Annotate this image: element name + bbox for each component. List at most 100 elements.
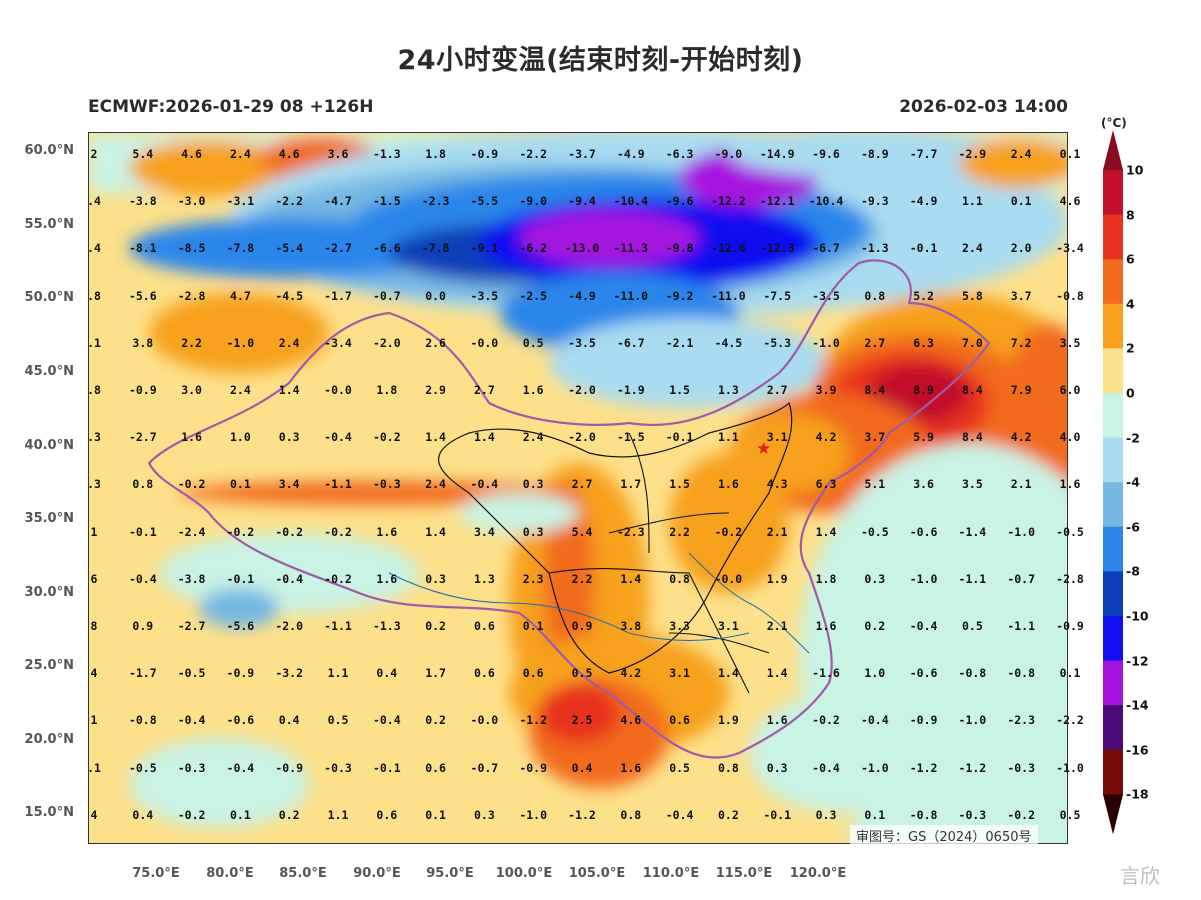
grid-value: 1 xyxy=(90,524,98,539)
grid-value: 2.1 xyxy=(766,524,788,539)
border-lines xyxy=(147,259,991,759)
grid-value: .8 xyxy=(87,288,101,303)
grid-value: 6.0 xyxy=(1059,383,1081,397)
grid-value: -4.5 xyxy=(275,288,304,303)
grid-value: -1.0 xyxy=(860,760,889,775)
grid-value: -0.8 xyxy=(958,666,987,681)
lat-label-25: 25.0°N xyxy=(24,658,74,673)
grid-value: -0.6 xyxy=(909,524,938,539)
grid-value: -3.4 xyxy=(1056,241,1084,256)
grid-value: -0.8 xyxy=(128,713,157,728)
grid-value: -1.5 xyxy=(372,194,401,209)
grid-value: -4.9 xyxy=(616,147,645,161)
grid-value: 2.7 xyxy=(864,335,886,350)
colorbar-segment xyxy=(1103,437,1123,483)
grid-value: 7.2 xyxy=(1010,335,1032,350)
grid-value: -7.8 xyxy=(226,241,255,256)
grid-value: -12.3 xyxy=(759,241,795,256)
colorbar-level-label: 2 xyxy=(1126,340,1135,356)
grid-value: -4.9 xyxy=(909,194,938,209)
grid-value: 3.8 xyxy=(132,335,154,350)
grid-value: 1.1 xyxy=(327,666,349,681)
grid-value: 3.3 xyxy=(669,619,690,633)
grid-value: -0.5 xyxy=(177,666,206,681)
lat-label-55: 55.0°N xyxy=(24,217,74,232)
grid-value: 2.0 xyxy=(1010,241,1032,256)
grid-value: 1.6 xyxy=(376,524,398,539)
grid-value: -8.5 xyxy=(177,241,206,256)
grid-value: -9.8 xyxy=(665,241,694,256)
grid-value: -0.8 xyxy=(909,807,938,822)
grid-value: -2.3 xyxy=(616,524,645,539)
colorbar-level-label: -10 xyxy=(1126,608,1149,624)
grid-value: 3.7 xyxy=(1010,288,1032,303)
grid-value: 0.1 xyxy=(1059,666,1081,681)
grid-value: 1.1 xyxy=(962,194,983,209)
grid-value: 6.3 xyxy=(913,335,934,350)
grid-value: -1.2 xyxy=(958,760,987,775)
colorbar-level-label: 6 xyxy=(1126,251,1135,267)
grid-value: -2.0 xyxy=(275,619,304,633)
colorbar-level-label: -14 xyxy=(1126,697,1149,713)
grid-value: -2.0 xyxy=(568,430,596,445)
grid-value: 2.9 xyxy=(425,383,446,397)
colorbar-level-label: -6 xyxy=(1126,519,1140,535)
grid-value: 1.7 xyxy=(425,666,446,681)
grid-value: -0.0 xyxy=(714,571,743,586)
grid-value: .8 xyxy=(87,383,101,397)
grid-value: 1.4 xyxy=(620,571,642,586)
grid-value: -2.7 xyxy=(324,241,352,256)
grid-value: -0.7 xyxy=(470,760,499,775)
grid-value: 2.7 xyxy=(571,477,593,492)
colorbar-min-arrow xyxy=(1103,794,1123,835)
grid-value: 3.1 xyxy=(766,430,788,445)
grid-value: 2.4 xyxy=(230,147,251,161)
grid-value: -1.1 xyxy=(1007,619,1036,633)
grid-value: 4.3 xyxy=(766,477,788,492)
grid-value: -5.5 xyxy=(470,194,499,209)
grid-value: -9.6 xyxy=(812,147,840,161)
colorbar-level-label: 10 xyxy=(1126,162,1144,178)
grid-value: -1.4 xyxy=(958,524,987,539)
grid-value: 0.2 xyxy=(864,619,886,633)
grid-value: 3.4 xyxy=(474,524,495,539)
grid-value: -3.8 xyxy=(128,194,157,209)
grid-value: 1.9 xyxy=(718,713,739,728)
grid-value: 1.0 xyxy=(864,666,886,681)
grid-value: 1.4 xyxy=(474,430,495,445)
grid-value: -0.4 xyxy=(275,571,304,586)
grid-value: -2.3 xyxy=(1007,713,1036,728)
grid-value: 2.2 xyxy=(571,571,593,586)
grid-value: -1.6 xyxy=(812,666,840,681)
grid-value: -1.1 xyxy=(324,477,352,492)
grid-value: 0.0 xyxy=(425,288,446,303)
lon-label-110: 110.0°E xyxy=(642,866,700,881)
lat-label-35: 35.0°N xyxy=(24,511,74,526)
grid-value: -2.0 xyxy=(568,383,596,397)
grid-value: -0.1 xyxy=(763,807,792,822)
grid-value: 6 xyxy=(90,571,98,586)
grid-value: 2.4 xyxy=(1010,147,1032,161)
colorbar-segment xyxy=(1103,259,1123,305)
grid-value: -2.7 xyxy=(177,619,206,633)
grid-value: 0.4 xyxy=(132,807,154,822)
grid-value: 3.1 xyxy=(718,619,739,633)
grid-value: 0.6 xyxy=(474,666,495,681)
grid-value: 1.8 xyxy=(425,147,446,161)
grid-value: 2.1 xyxy=(1010,477,1032,492)
grid-value: -0.0 xyxy=(470,335,499,350)
grid-value: -1.1 xyxy=(958,571,987,586)
lat-label-60: 60.0°N xyxy=(24,143,74,158)
grid-value: 0.1 xyxy=(425,807,446,822)
grid-value: 2.4 xyxy=(278,335,300,350)
watermark-text: 言欣 xyxy=(1120,864,1160,888)
grid-value: -0.4 xyxy=(909,619,938,633)
grid-value: 3.4 xyxy=(278,477,300,492)
lon-label-80: 80.0°E xyxy=(206,866,254,881)
grid-value: 3.0 xyxy=(181,383,202,397)
grid-value: -2.2 xyxy=(519,147,548,161)
grid-value: -5.3 xyxy=(763,335,792,350)
chart-title: 24小时变温(结束时刻-开始时刻) xyxy=(397,45,804,76)
colorbar-segment xyxy=(1103,705,1123,751)
grid-value: -4.7 xyxy=(324,194,352,209)
